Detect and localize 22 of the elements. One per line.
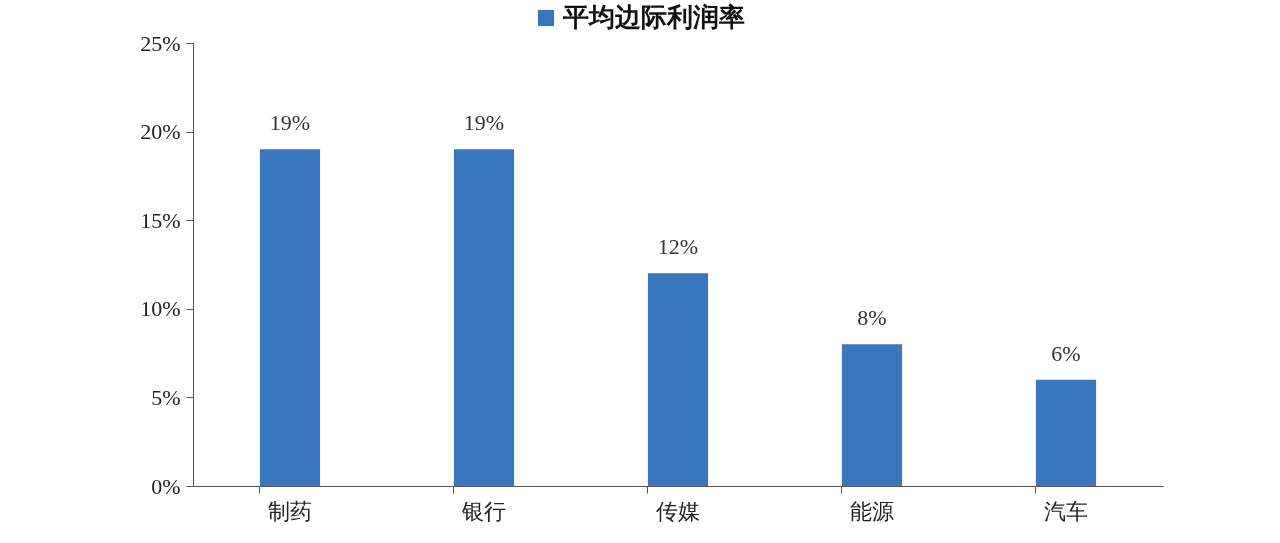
legend-label: 平均边际利润率 [562,3,745,32]
text: 19% [269,110,311,136]
x-tick-label: 汽车 [1044,498,1088,524]
text: 12% [657,234,699,260]
bar [647,273,709,486]
x-tick-label: 能源 [850,498,894,524]
bar [259,149,321,486]
bar [1035,379,1097,486]
y-tick-label: 10% [140,296,181,322]
x-tick-label: 制药 [268,498,312,524]
y-tick-label: 15% [140,207,181,233]
bar [841,344,903,486]
x-tick-label: 传媒 [656,498,700,524]
x-tick-label: 银行 [461,498,506,524]
y-tick-label: 5% [151,384,181,410]
text: 6% [1051,340,1081,366]
text: 8% [857,305,887,331]
text: 19% [463,110,505,136]
y-tick-label: 20% [140,119,181,145]
y-tick-label: 0% [151,473,181,499]
y-tick-label: 25% [140,30,181,56]
bar [453,149,515,486]
